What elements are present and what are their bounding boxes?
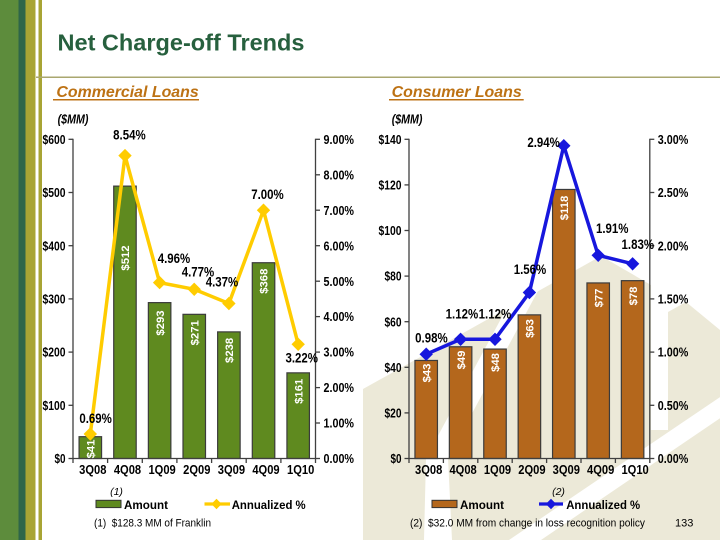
- svg-text:$100: $100: [43, 398, 66, 413]
- svg-text:3Q09: 3Q09: [218, 462, 245, 477]
- svg-text:Net Charge-off Trends: Net Charge-off Trends: [58, 30, 305, 56]
- svg-text:4Q09: 4Q09: [252, 462, 279, 477]
- svg-text:$43: $43: [421, 364, 433, 383]
- svg-text:4Q08: 4Q08: [449, 462, 476, 477]
- svg-text:8.54%: 8.54%: [113, 127, 146, 142]
- svg-text:$40: $40: [385, 360, 402, 375]
- svg-text:$512: $512: [120, 245, 132, 270]
- svg-text:$0: $0: [391, 451, 402, 466]
- svg-text:(1) $128.3 MM of Franklin: (1) $128.3 MM of Franklin: [94, 518, 211, 530]
- svg-text:7.00%: 7.00%: [251, 187, 284, 202]
- svg-text:0.69%: 0.69%: [79, 411, 112, 426]
- svg-text:$238: $238: [224, 338, 236, 363]
- svg-text:4.96%: 4.96%: [158, 251, 191, 266]
- svg-text:($MM): ($MM): [58, 111, 89, 126]
- svg-text:$293: $293: [155, 310, 167, 335]
- svg-text:$118: $118: [559, 196, 571, 221]
- svg-text:$60: $60: [385, 314, 402, 329]
- svg-text:1.00%: 1.00%: [324, 416, 355, 431]
- svg-text:3.00%: 3.00%: [324, 345, 355, 360]
- svg-text:4.00%: 4.00%: [324, 309, 355, 324]
- svg-text:$0: $0: [55, 451, 66, 466]
- svg-text:$200: $200: [43, 345, 66, 360]
- svg-text:(1): (1): [110, 486, 123, 498]
- svg-text:2Q09: 2Q09: [183, 462, 210, 477]
- svg-text:$600: $600: [43, 132, 66, 147]
- svg-text:1.12%: 1.12%: [479, 306, 512, 321]
- svg-text:3Q09: 3Q09: [553, 462, 580, 477]
- svg-text:$161: $161: [293, 379, 305, 404]
- svg-text:1.12%: 1.12%: [446, 306, 479, 321]
- svg-text:Amount: Amount: [124, 500, 168, 512]
- svg-text:3Q08: 3Q08: [79, 462, 106, 477]
- svg-text:3.22%: 3.22%: [285, 351, 318, 366]
- svg-text:$78: $78: [628, 287, 640, 306]
- svg-text:1Q09: 1Q09: [148, 462, 175, 477]
- svg-text:Commercial Loans: Commercial Loans: [56, 84, 199, 101]
- svg-text:$500: $500: [43, 185, 66, 200]
- svg-text:(2) $32.0 MM from change in l: (2) $32.0 MM from change in loss recogni…: [410, 518, 646, 530]
- svg-text:1Q09: 1Q09: [484, 462, 511, 477]
- svg-text:$100: $100: [379, 223, 402, 238]
- svg-text:7.00%: 7.00%: [324, 203, 355, 218]
- svg-text:$368: $368: [259, 269, 271, 294]
- svg-text:Amount: Amount: [460, 500, 504, 512]
- svg-text:$63: $63: [525, 319, 537, 338]
- svg-text:1.91%: 1.91%: [596, 221, 629, 236]
- svg-text:0.00%: 0.00%: [658, 451, 689, 466]
- svg-text:($MM): ($MM): [392, 111, 423, 126]
- svg-text:$49: $49: [456, 351, 468, 370]
- svg-text:1Q10: 1Q10: [621, 462, 648, 477]
- svg-text:4Q09: 4Q09: [587, 462, 614, 477]
- svg-text:$271: $271: [189, 320, 201, 345]
- svg-text:Consumer Loans: Consumer Loans: [392, 84, 522, 101]
- svg-text:3.00%: 3.00%: [658, 132, 689, 147]
- svg-text:1.00%: 1.00%: [658, 345, 689, 360]
- svg-text:Annualized %: Annualized %: [232, 500, 306, 512]
- svg-text:$20: $20: [385, 406, 402, 421]
- svg-text:4Q08: 4Q08: [114, 462, 141, 477]
- svg-text:9.00%: 9.00%: [324, 132, 355, 147]
- svg-text:8.00%: 8.00%: [324, 167, 355, 182]
- svg-text:$48: $48: [490, 353, 502, 372]
- svg-text:0.00%: 0.00%: [324, 451, 355, 466]
- svg-text:3Q08: 3Q08: [415, 462, 442, 477]
- svg-text:$120: $120: [379, 178, 402, 193]
- svg-text:5.00%: 5.00%: [324, 274, 355, 289]
- svg-text:$77: $77: [593, 289, 605, 308]
- svg-text:4.37%: 4.37%: [206, 274, 239, 289]
- svg-text:$300: $300: [43, 292, 66, 307]
- svg-text:1.56%: 1.56%: [514, 262, 547, 277]
- svg-text:2.50%: 2.50%: [658, 185, 689, 200]
- svg-text:$41: $41: [86, 440, 98, 459]
- svg-text:4.77%: 4.77%: [182, 265, 215, 280]
- svg-text:$80: $80: [385, 269, 402, 284]
- svg-text:$400: $400: [43, 238, 66, 253]
- svg-text:6.00%: 6.00%: [324, 238, 355, 253]
- svg-text:Annualized %: Annualized %: [566, 500, 640, 512]
- svg-text:0.98%: 0.98%: [415, 331, 448, 346]
- svg-text:$140: $140: [379, 132, 402, 147]
- svg-text:1Q10: 1Q10: [287, 462, 314, 477]
- svg-text:1.50%: 1.50%: [658, 292, 689, 307]
- svg-text:133: 133: [675, 518, 693, 530]
- svg-text:0.50%: 0.50%: [658, 398, 689, 413]
- svg-text:2.00%: 2.00%: [658, 238, 689, 253]
- svg-text:(2): (2): [552, 486, 565, 498]
- svg-text:2Q09: 2Q09: [518, 462, 545, 477]
- svg-text:2.94%: 2.94%: [527, 135, 560, 150]
- svg-text:2.00%: 2.00%: [324, 380, 355, 395]
- svg-text:1.83%: 1.83%: [622, 237, 655, 252]
